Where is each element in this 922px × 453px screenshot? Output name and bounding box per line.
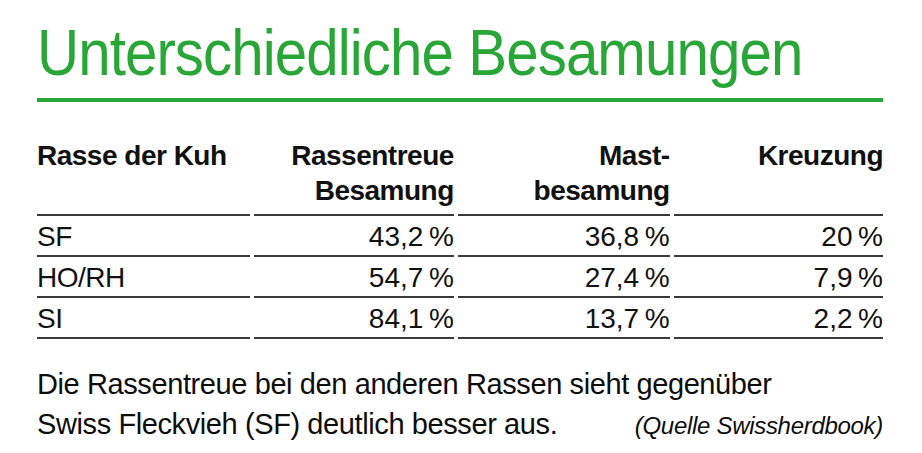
kreuzung-cell: 7,9 % [674, 257, 883, 298]
page-title: Unterschiedliche Besamungen [37, 20, 807, 86]
table-row-sf: SF 43,2 % 36,8 % 20 % [37, 216, 883, 257]
table-row-horh: HO/RH 54,7 % 27,4 % 7,9 % [37, 257, 883, 298]
source-credit: (Quelle Swissherdbook) [635, 406, 883, 446]
column-header-label: Rassentreue [254, 138, 454, 173]
mastbesamung-cell: 27,4 % [458, 257, 670, 298]
table-body: SF 43,2 % 36,8 % 20 % HO/RH 54,7 % 27,4 … [37, 216, 883, 339]
kreuzung-cell: 20 % [674, 216, 883, 257]
breed-cell: SF [37, 216, 250, 257]
rassentreue-cell: 84,1 % [254, 298, 454, 339]
column-header-label: besamung [458, 173, 670, 208]
caption-line-2: Swiss Fleckvieh (SF) deutlich besser aus… [37, 404, 883, 446]
table-row-si: SI 84,1 % 13,7 % 2,2 % [37, 298, 883, 339]
mastbesamung-cell: 36,8 % [458, 216, 670, 257]
rassentreue-cell: 54,7 % [254, 257, 454, 298]
caption-line-1: Die Rassentreue bei den anderen Rassen s… [37, 364, 883, 404]
header-row: Rasse der Kuh Rassentreue Besamung Mast-… [37, 138, 883, 216]
column-header-kreuzung: Kreuzung [674, 138, 883, 216]
mastbesamung-cell: 13,7 % [458, 298, 670, 339]
column-header-label: Rasse der Kuh [37, 138, 250, 173]
column-header-label: Kreuzung [674, 138, 883, 173]
table-header: Rasse der Kuh Rassentreue Besamung Mast-… [37, 138, 883, 216]
column-header-mastbesamung: Mast- besamung [458, 138, 670, 216]
column-header-label: Mast- [458, 138, 670, 173]
infographic-panel: Unterschiedliche Besamungen Rasse der Ku… [0, 0, 922, 446]
column-header-label: Besamung [254, 173, 454, 208]
breed-cell: SI [37, 298, 250, 339]
column-header-rassentreue: Rassentreue Besamung [254, 138, 454, 216]
caption: Die Rassentreue bei den anderen Rassen s… [37, 364, 883, 446]
column-header-rasse: Rasse der Kuh [37, 138, 250, 216]
breed-cell: HO/RH [37, 257, 250, 298]
rassentreue-cell: 43,2 % [254, 216, 454, 257]
title-underline [37, 98, 883, 102]
caption-text: Swiss Fleckvieh (SF) deutlich besser aus… [37, 404, 557, 444]
besamungen-table: Rasse der Kuh Rassentreue Besamung Mast-… [33, 138, 887, 339]
kreuzung-cell: 2,2 % [674, 298, 883, 339]
